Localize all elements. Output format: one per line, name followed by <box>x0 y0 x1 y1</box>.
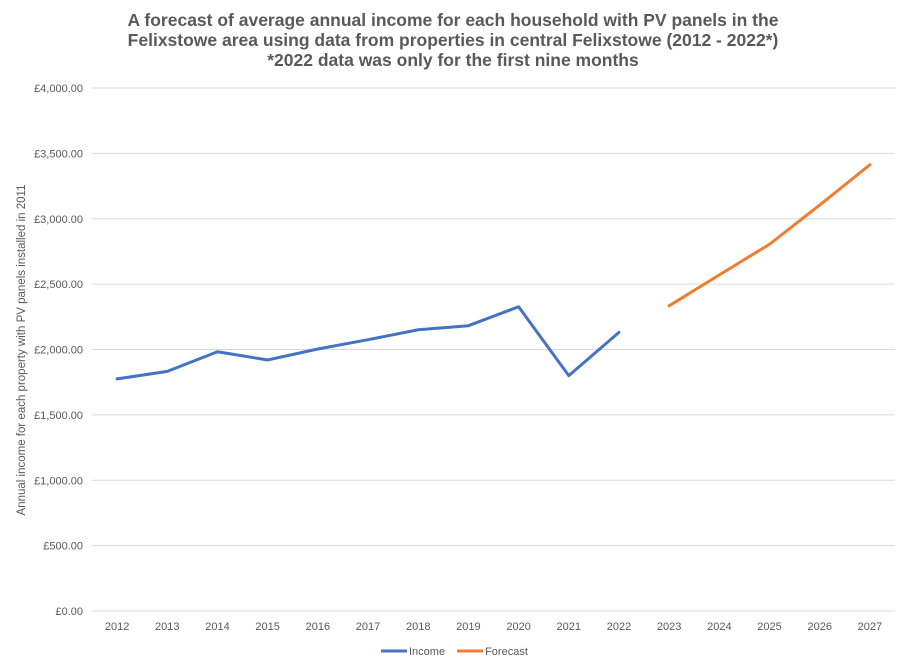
chart-title-line: A forecast of average annual income for … <box>127 10 779 30</box>
x-tick-label: 2015 <box>255 621 279 633</box>
x-tick-label: 2022 <box>607 621 631 633</box>
chart-title-line: *2022 data was only for the first nine m… <box>267 50 639 70</box>
y-tick-label: £3,000.00 <box>34 214 83 226</box>
x-tick-label: 2027 <box>858 621 882 633</box>
x-tick-label: 2019 <box>456 621 480 633</box>
y-axis-label: Annual income for each property with PV … <box>16 185 28 516</box>
x-tick-label: 2017 <box>356 621 380 633</box>
x-tick-label: 2014 <box>205 621 229 633</box>
series-line-forecast <box>667 163 872 308</box>
x-tick-label: 2018 <box>406 621 430 633</box>
legend-label: Forecast <box>485 646 528 658</box>
y-tick-label: £3,500.00 <box>34 148 83 160</box>
x-tick-label: 2012 <box>105 621 129 633</box>
y-tick-label: £4,000.00 <box>34 83 83 95</box>
y-tick-label: £1,000.00 <box>34 475 83 487</box>
x-tick-label: 2024 <box>707 621 731 633</box>
y-tick-label: £1,500.00 <box>34 410 83 422</box>
x-tick-label: 2021 <box>557 621 581 633</box>
y-tick-label: £0.00 <box>55 606 83 618</box>
x-tick-label: 2016 <box>306 621 330 633</box>
y-tick-label: £500.00 <box>43 541 83 553</box>
series-line-income <box>115 305 621 381</box>
x-tick-label: 2020 <box>506 621 530 633</box>
chart-title: A forecast of average annual income for … <box>0 10 906 70</box>
x-tick-label: 2013 <box>155 621 179 633</box>
x-tick-label: 2026 <box>807 621 831 633</box>
x-tick-label: 2025 <box>757 621 781 633</box>
x-tick-label: 2023 <box>657 621 681 633</box>
y-tick-label: £2,000.00 <box>34 345 83 357</box>
y-tick-label: £2,500.00 <box>34 279 83 291</box>
chart-title-line: Felixstowe area using data from properti… <box>127 30 779 50</box>
legend-label: Income <box>409 646 445 658</box>
